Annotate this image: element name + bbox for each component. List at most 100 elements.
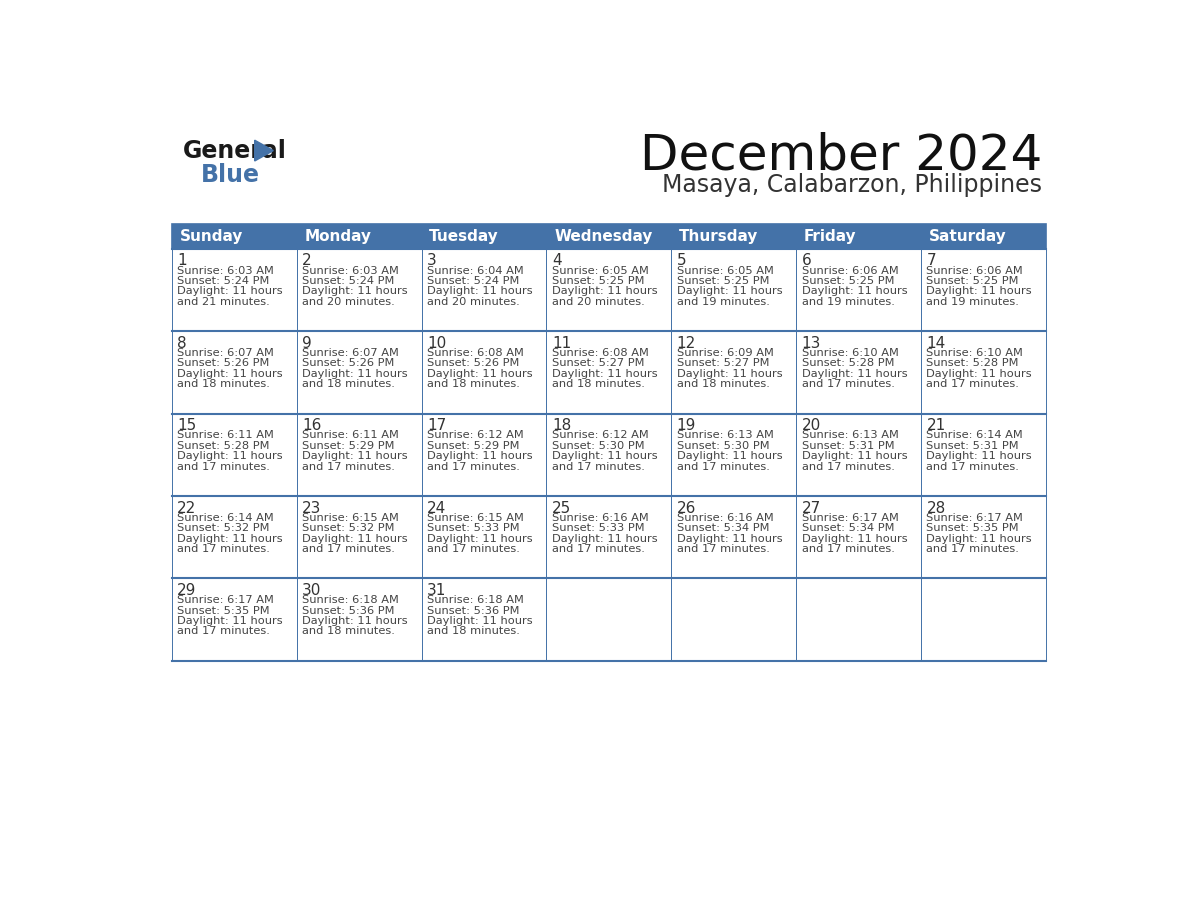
Bar [671,249,796,331]
Text: Daylight: 11 hours: Daylight: 11 hours [302,452,407,461]
Bar [921,413,1045,496]
Text: and 17 minutes.: and 17 minutes. [177,626,270,636]
Text: 17: 17 [426,419,447,433]
Text: Sunrise: 6:16 AM: Sunrise: 6:16 AM [552,513,649,523]
Text: Thursday: Thursday [680,229,758,244]
Bar [921,331,1045,413]
Text: Sunset: 5:28 PM: Sunset: 5:28 PM [177,441,270,451]
Text: and 18 minutes.: and 18 minutes. [426,626,520,636]
Bar [546,413,671,496]
Text: and 17 minutes.: and 17 minutes. [177,462,270,472]
Bar [422,224,546,249]
Polygon shape [254,140,273,161]
Text: Sunset: 5:35 PM: Sunset: 5:35 PM [927,523,1019,533]
Bar [422,578,546,661]
Text: Sunrise: 6:04 AM: Sunrise: 6:04 AM [426,265,524,275]
Text: 1: 1 [177,253,187,268]
Text: Sunset: 5:36 PM: Sunset: 5:36 PM [302,606,394,616]
Text: Daylight: 11 hours: Daylight: 11 hours [177,286,283,297]
Text: Masaya, Calabarzon, Philippines: Masaya, Calabarzon, Philippines [662,174,1042,197]
Text: and 17 minutes.: and 17 minutes. [802,544,895,554]
Text: and 21 minutes.: and 21 minutes. [177,297,270,307]
Text: Sunday: Sunday [179,229,242,244]
Text: 19: 19 [677,419,696,433]
Text: Saturday: Saturday [929,229,1006,244]
Text: Daylight: 11 hours: Daylight: 11 hours [677,286,783,297]
Bar [546,224,671,249]
Text: Daylight: 11 hours: Daylight: 11 hours [426,286,532,297]
Text: General: General [183,140,287,163]
Text: Sunset: 5:25 PM: Sunset: 5:25 PM [802,276,895,286]
Text: Daylight: 11 hours: Daylight: 11 hours [802,369,908,379]
Text: Sunrise: 6:13 AM: Sunrise: 6:13 AM [802,431,898,441]
Text: Daylight: 11 hours: Daylight: 11 hours [426,369,532,379]
Text: Sunset: 5:33 PM: Sunset: 5:33 PM [552,523,644,533]
Text: and 17 minutes.: and 17 minutes. [677,544,770,554]
Text: Daylight: 11 hours: Daylight: 11 hours [426,616,532,626]
Bar [297,224,422,249]
Bar [546,578,671,661]
Text: Sunrise: 6:16 AM: Sunrise: 6:16 AM [677,513,773,523]
Text: 2: 2 [302,253,311,268]
Text: and 18 minutes.: and 18 minutes. [177,379,270,389]
Text: and 19 minutes.: and 19 minutes. [927,297,1019,307]
Text: Sunrise: 6:13 AM: Sunrise: 6:13 AM [677,431,773,441]
Text: and 19 minutes.: and 19 minutes. [802,297,895,307]
Text: Sunrise: 6:03 AM: Sunrise: 6:03 AM [177,265,274,275]
Text: Daylight: 11 hours: Daylight: 11 hours [177,616,283,626]
Text: Sunrise: 6:03 AM: Sunrise: 6:03 AM [302,265,399,275]
Text: and 20 minutes.: and 20 minutes. [552,297,645,307]
Bar [297,331,422,413]
Bar [172,496,297,578]
Text: Sunrise: 6:11 AM: Sunrise: 6:11 AM [302,431,399,441]
Text: Sunrise: 6:11 AM: Sunrise: 6:11 AM [177,431,274,441]
Text: Daylight: 11 hours: Daylight: 11 hours [177,452,283,461]
Text: 3: 3 [426,253,437,268]
Bar [671,224,796,249]
Text: Sunset: 5:24 PM: Sunset: 5:24 PM [177,276,270,286]
Text: 4: 4 [552,253,562,268]
Text: and 17 minutes.: and 17 minutes. [302,462,394,472]
Text: Sunset: 5:30 PM: Sunset: 5:30 PM [552,441,644,451]
Text: Tuesday: Tuesday [429,229,499,244]
Text: December 2024: December 2024 [640,131,1042,180]
Text: Daylight: 11 hours: Daylight: 11 hours [677,452,783,461]
Text: 7: 7 [927,253,936,268]
Text: 28: 28 [927,500,946,516]
Text: Sunrise: 6:14 AM: Sunrise: 6:14 AM [927,431,1023,441]
Text: Sunrise: 6:06 AM: Sunrise: 6:06 AM [927,265,1023,275]
Text: and 17 minutes.: and 17 minutes. [552,462,645,472]
Bar [796,331,921,413]
Text: 8: 8 [177,336,187,351]
Text: Sunset: 5:26 PM: Sunset: 5:26 PM [177,359,270,368]
Text: Sunset: 5:29 PM: Sunset: 5:29 PM [426,441,519,451]
Text: Sunrise: 6:10 AM: Sunrise: 6:10 AM [802,348,898,358]
Text: Daylight: 11 hours: Daylight: 11 hours [302,286,407,297]
Text: Daylight: 11 hours: Daylight: 11 hours [426,533,532,543]
Text: Daylight: 11 hours: Daylight: 11 hours [552,369,657,379]
Text: Sunset: 5:24 PM: Sunset: 5:24 PM [302,276,394,286]
Bar [921,578,1045,661]
Text: 6: 6 [802,253,811,268]
Bar [422,249,546,331]
Text: Daylight: 11 hours: Daylight: 11 hours [426,452,532,461]
Text: Sunrise: 6:05 AM: Sunrise: 6:05 AM [677,265,773,275]
Text: Sunset: 5:27 PM: Sunset: 5:27 PM [552,359,644,368]
Text: and 17 minutes.: and 17 minutes. [802,462,895,472]
Text: 16: 16 [302,419,322,433]
Text: 30: 30 [302,583,322,598]
Text: Sunset: 5:30 PM: Sunset: 5:30 PM [677,441,770,451]
Bar [546,331,671,413]
Text: Sunset: 5:36 PM: Sunset: 5:36 PM [426,606,519,616]
Text: Sunrise: 6:18 AM: Sunrise: 6:18 AM [302,595,399,605]
Text: Daylight: 11 hours: Daylight: 11 hours [927,452,1032,461]
Text: and 17 minutes.: and 17 minutes. [927,379,1019,389]
Text: 23: 23 [302,500,322,516]
Text: 15: 15 [177,419,196,433]
Text: Sunrise: 6:08 AM: Sunrise: 6:08 AM [426,348,524,358]
Text: and 18 minutes.: and 18 minutes. [677,379,770,389]
Text: Daylight: 11 hours: Daylight: 11 hours [302,616,407,626]
Text: Sunrise: 6:15 AM: Sunrise: 6:15 AM [302,513,399,523]
Text: Sunset: 5:29 PM: Sunset: 5:29 PM [302,441,394,451]
Text: Daylight: 11 hours: Daylight: 11 hours [677,369,783,379]
